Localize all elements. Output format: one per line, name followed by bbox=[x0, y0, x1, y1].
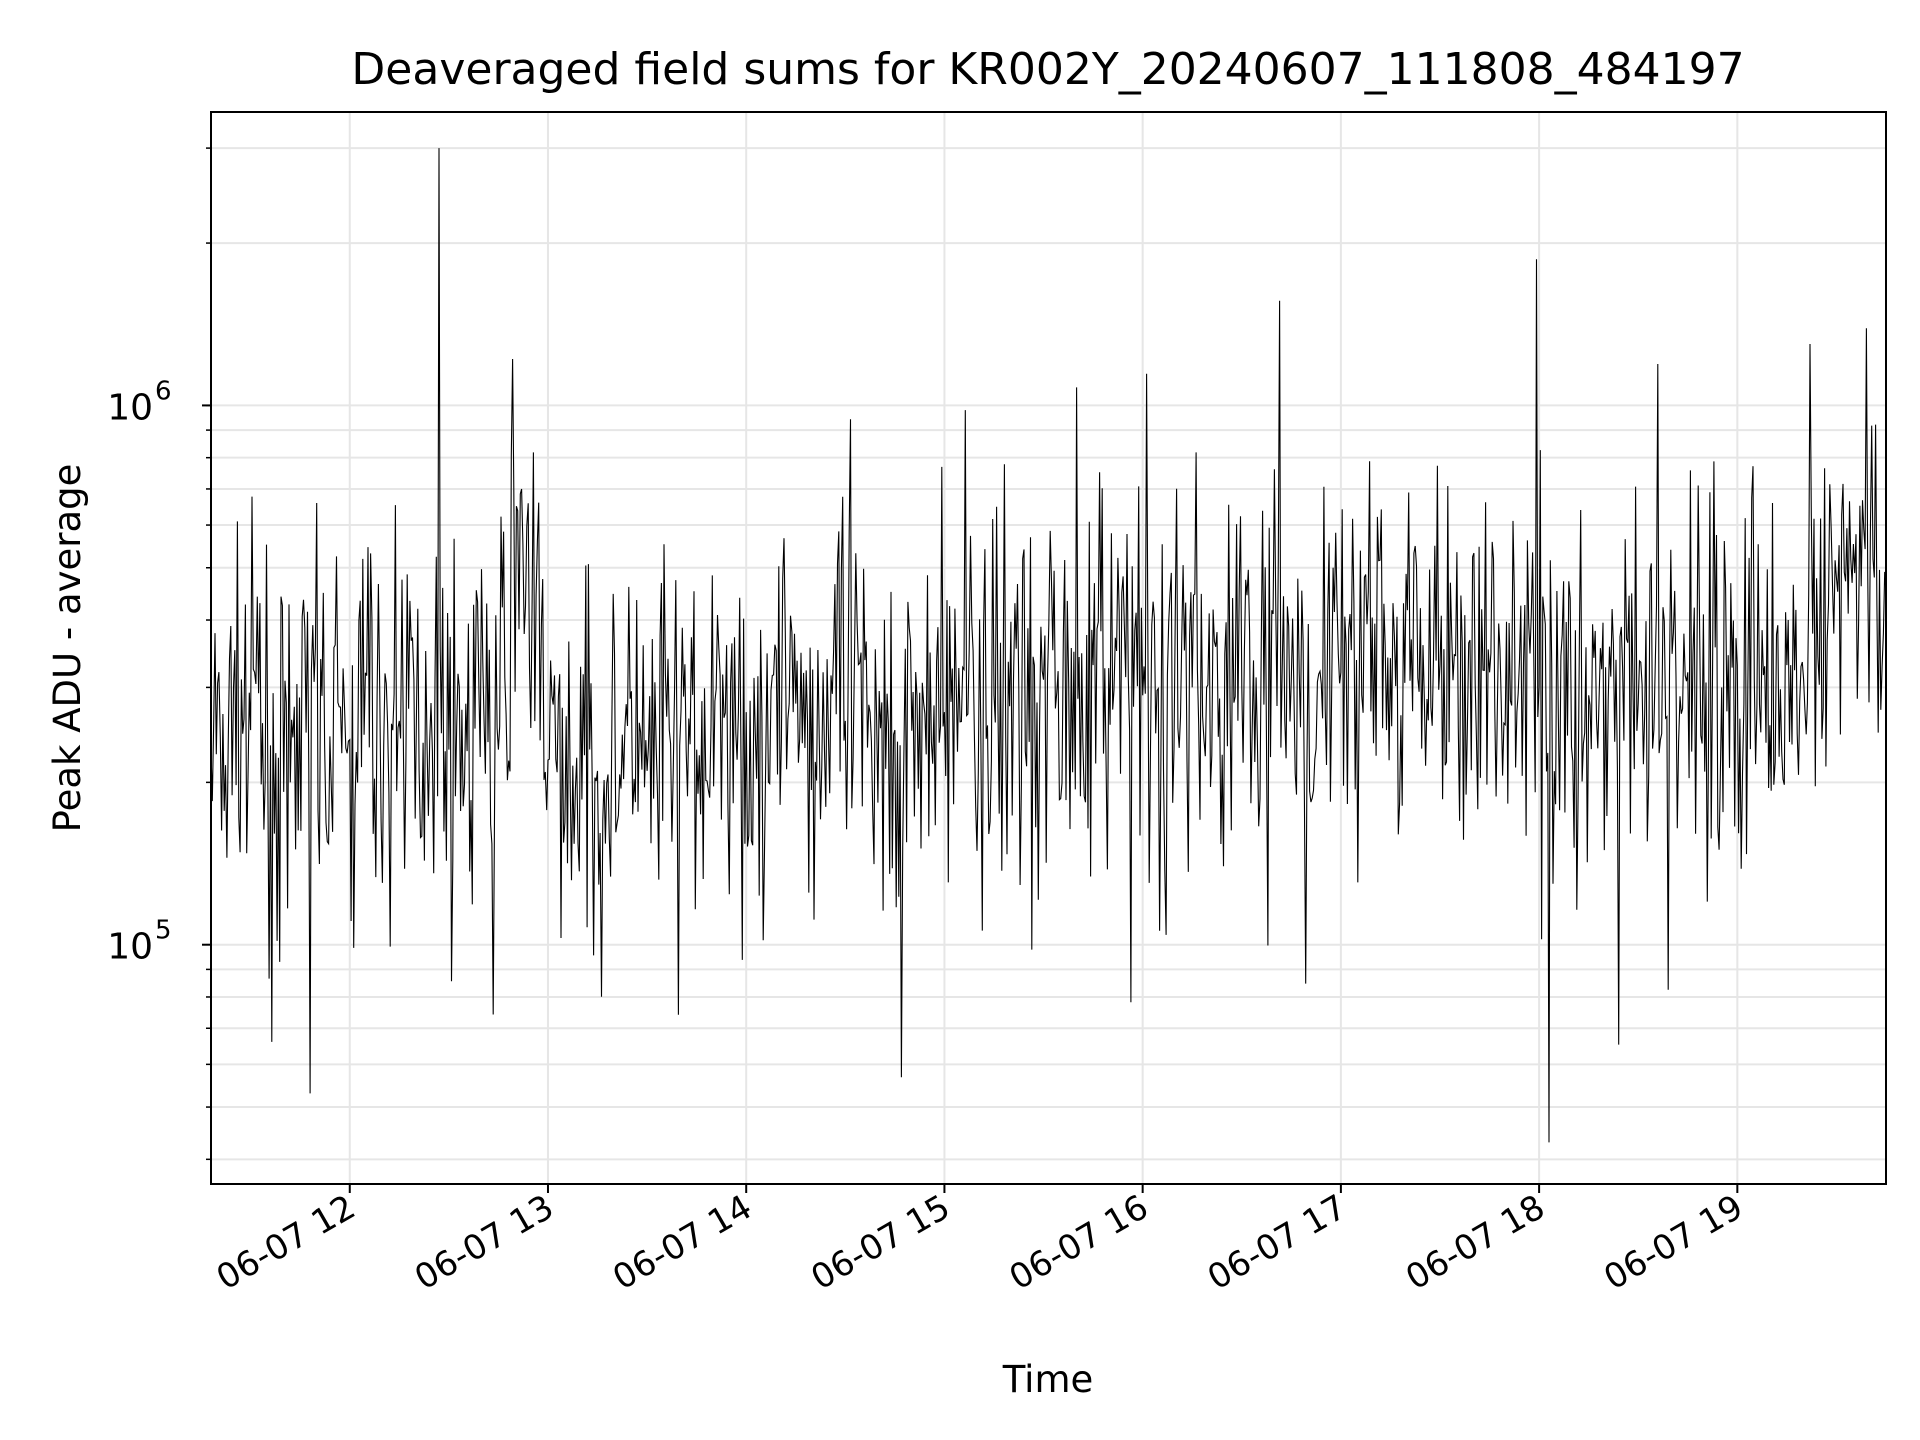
x-tick-label: 06-07 16 bbox=[1003, 1187, 1155, 1298]
y-tick-exponent: 5 bbox=[155, 916, 172, 946]
x-tick-label: 06-07 12 bbox=[210, 1187, 362, 1298]
series-line bbox=[210, 148, 1887, 1143]
x-tick-label: 06-07 14 bbox=[606, 1187, 758, 1298]
y-tick-label: 10 bbox=[107, 927, 153, 968]
y-axis-label: Peak ADU - average bbox=[46, 464, 89, 833]
series-layer bbox=[210, 148, 1887, 1143]
x-tick-label: 06-07 19 bbox=[1597, 1187, 1749, 1298]
x-tick-label: 06-07 15 bbox=[805, 1187, 957, 1298]
plot-frame bbox=[210, 111, 1887, 1185]
x-tick-label: 06-07 13 bbox=[408, 1187, 560, 1298]
y-tick-label: 10 bbox=[107, 387, 153, 428]
x-tick-label: 06-07 17 bbox=[1201, 1187, 1353, 1298]
x-tick-label: 06-07 18 bbox=[1399, 1187, 1551, 1298]
x-axis-label: Time bbox=[1002, 1358, 1094, 1401]
y-tick-exponent: 6 bbox=[155, 376, 172, 406]
chart-title: Deaveraged field sums for KR002Y_2024060… bbox=[351, 44, 1744, 95]
